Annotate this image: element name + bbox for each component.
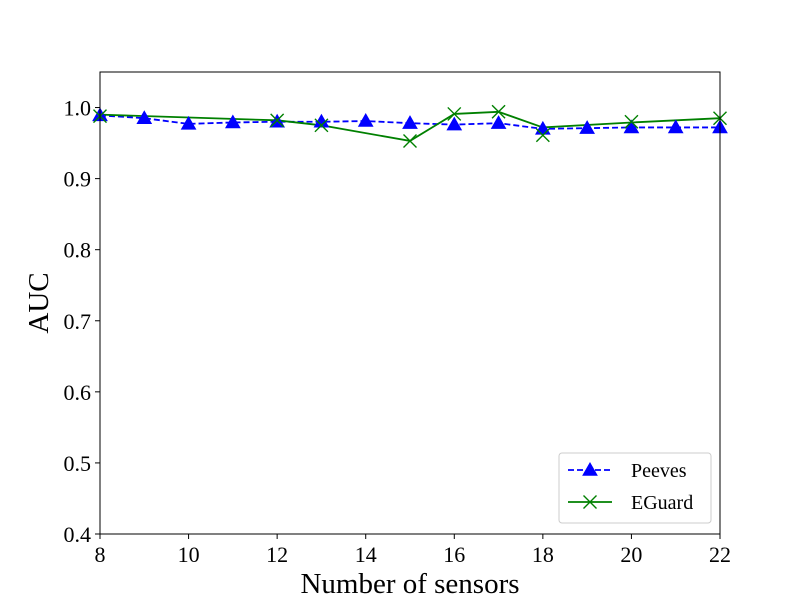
legend: Peeves EGuard xyxy=(558,452,712,524)
data-point-eguard xyxy=(314,118,329,133)
x-axis-ticks: 8 10 12 14 16 18 20 22 xyxy=(95,534,731,567)
data-point-eguard xyxy=(491,104,506,119)
data-point-peeves xyxy=(623,119,640,134)
x-tick-label: 16 xyxy=(443,542,465,567)
y-tick-label: 1.0 xyxy=(64,96,92,121)
legend-label-eguard: EGuard xyxy=(631,492,693,514)
x-tick-label: 22 xyxy=(709,542,731,567)
y-tick-label: 0.7 xyxy=(64,309,92,334)
y-tick-label: 0.6 xyxy=(64,380,92,405)
data-point-peeves xyxy=(579,120,596,134)
x-tick-label: 10 xyxy=(178,542,200,567)
y-tick-label: 0.5 xyxy=(64,451,92,476)
data-point-peeves xyxy=(490,115,507,129)
y-tick-label: 0.4 xyxy=(64,522,92,547)
x-tick-label: 20 xyxy=(620,542,642,567)
x-tick-label: 8 xyxy=(95,542,106,567)
x-tick-label: 14 xyxy=(355,542,377,567)
data-point-eguard xyxy=(624,114,639,129)
data-point-peeves xyxy=(667,119,684,134)
x-axis-label: Number of sensors xyxy=(300,568,519,600)
legend-label-peeves: Peeves xyxy=(631,460,687,482)
data-point-eguard xyxy=(535,128,550,143)
data-point-peeves xyxy=(357,113,374,127)
data-point-eguard xyxy=(447,106,462,121)
y-axis-label: AUC xyxy=(23,272,55,333)
data-point-peeves xyxy=(402,115,418,129)
data-point-peeves xyxy=(180,115,197,130)
x-tick-label: 18 xyxy=(532,542,554,567)
data-point-eguard xyxy=(403,133,417,148)
y-tick-label: 0.8 xyxy=(64,238,92,263)
y-axis-ticks: 0.4 0.5 0.6 0.7 0.8 0.9 1.0 xyxy=(64,96,100,547)
data-point-eguard xyxy=(270,113,285,128)
plot-frame xyxy=(99,71,721,535)
legend-marker xyxy=(583,495,597,509)
x-tick-label: 12 xyxy=(266,542,288,567)
data-point-peeves xyxy=(224,114,241,129)
data-point-peeves xyxy=(446,116,463,131)
data-point-peeves xyxy=(136,110,153,124)
legend-marker xyxy=(582,461,598,476)
y-tick-label: 0.9 xyxy=(64,167,92,192)
